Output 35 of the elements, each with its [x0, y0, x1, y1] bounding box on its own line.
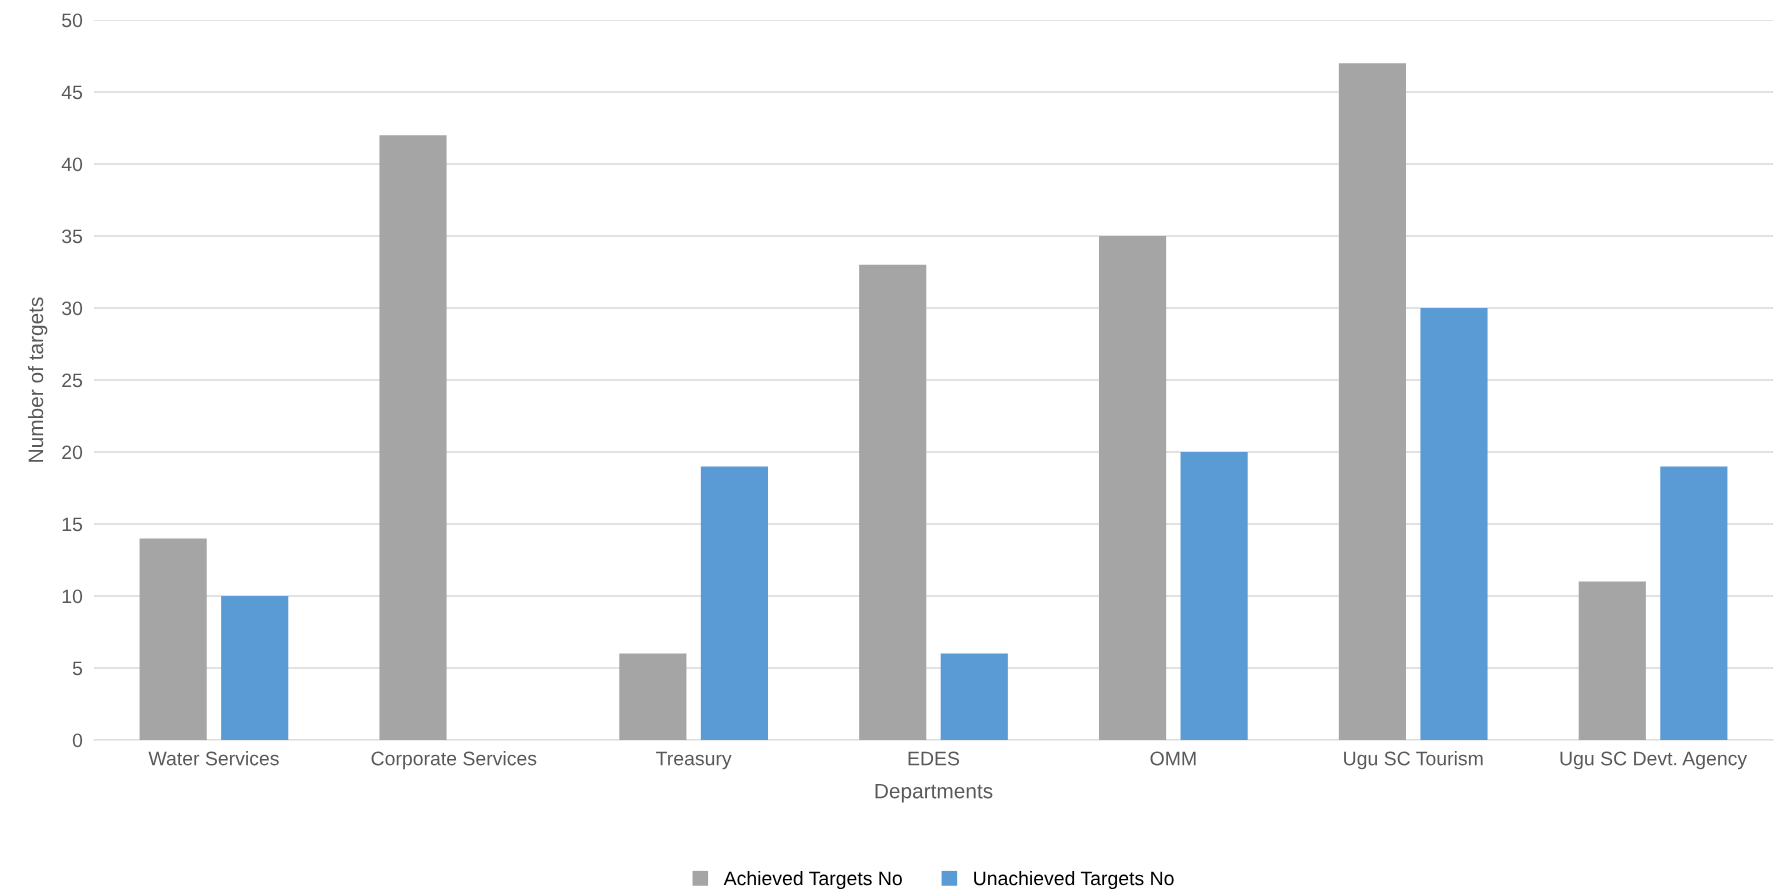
x-tick-label: Ugu SC Devt. Agency	[1560, 751, 1748, 770]
y-tick-label: 25	[62, 373, 83, 388]
bar	[619, 653, 687, 740]
x-tick-label: Corporate Services	[371, 751, 537, 770]
x-tick-label: OMM	[1150, 751, 1196, 766]
legend-label: Unachieved Targets No	[974, 870, 1174, 890]
y-tick-label: 30	[62, 301, 83, 316]
x-tick-label: Water Services	[148, 751, 279, 766]
y-tick-label: 35	[62, 229, 83, 244]
y-tick-label: 10	[62, 589, 83, 604]
bar	[1099, 236, 1167, 740]
x-tick-label: Ugu SC Tourism	[1344, 751, 1483, 770]
y-tick-label: 0	[72, 733, 83, 748]
x-tick-label: Treasury	[656, 751, 732, 770]
bar	[1338, 63, 1407, 740]
y-tick-label: 50	[62, 13, 83, 28]
bar	[1420, 308, 1488, 740]
y-tick-label: 5	[72, 661, 83, 676]
y-tick-label: 45	[61, 85, 83, 100]
bar	[139, 538, 207, 740]
x-tick-label: EDES	[908, 751, 960, 766]
legend-label: Achieved Targets No	[723, 870, 902, 890]
x-axis-title: Departments	[875, 783, 993, 803]
y-tick-label: 20	[62, 445, 83, 460]
bar	[700, 466, 768, 740]
bar	[379, 135, 447, 740]
bar	[221, 596, 289, 740]
y-tick-label: 40	[61, 157, 83, 172]
bar	[1578, 581, 1646, 740]
bar	[1660, 466, 1728, 740]
y-axis-title: Number of targets	[27, 297, 48, 462]
bar	[859, 264, 927, 740]
y-tick-label: 15	[62, 517, 83, 532]
bar	[940, 653, 1008, 740]
bar	[1180, 452, 1248, 740]
